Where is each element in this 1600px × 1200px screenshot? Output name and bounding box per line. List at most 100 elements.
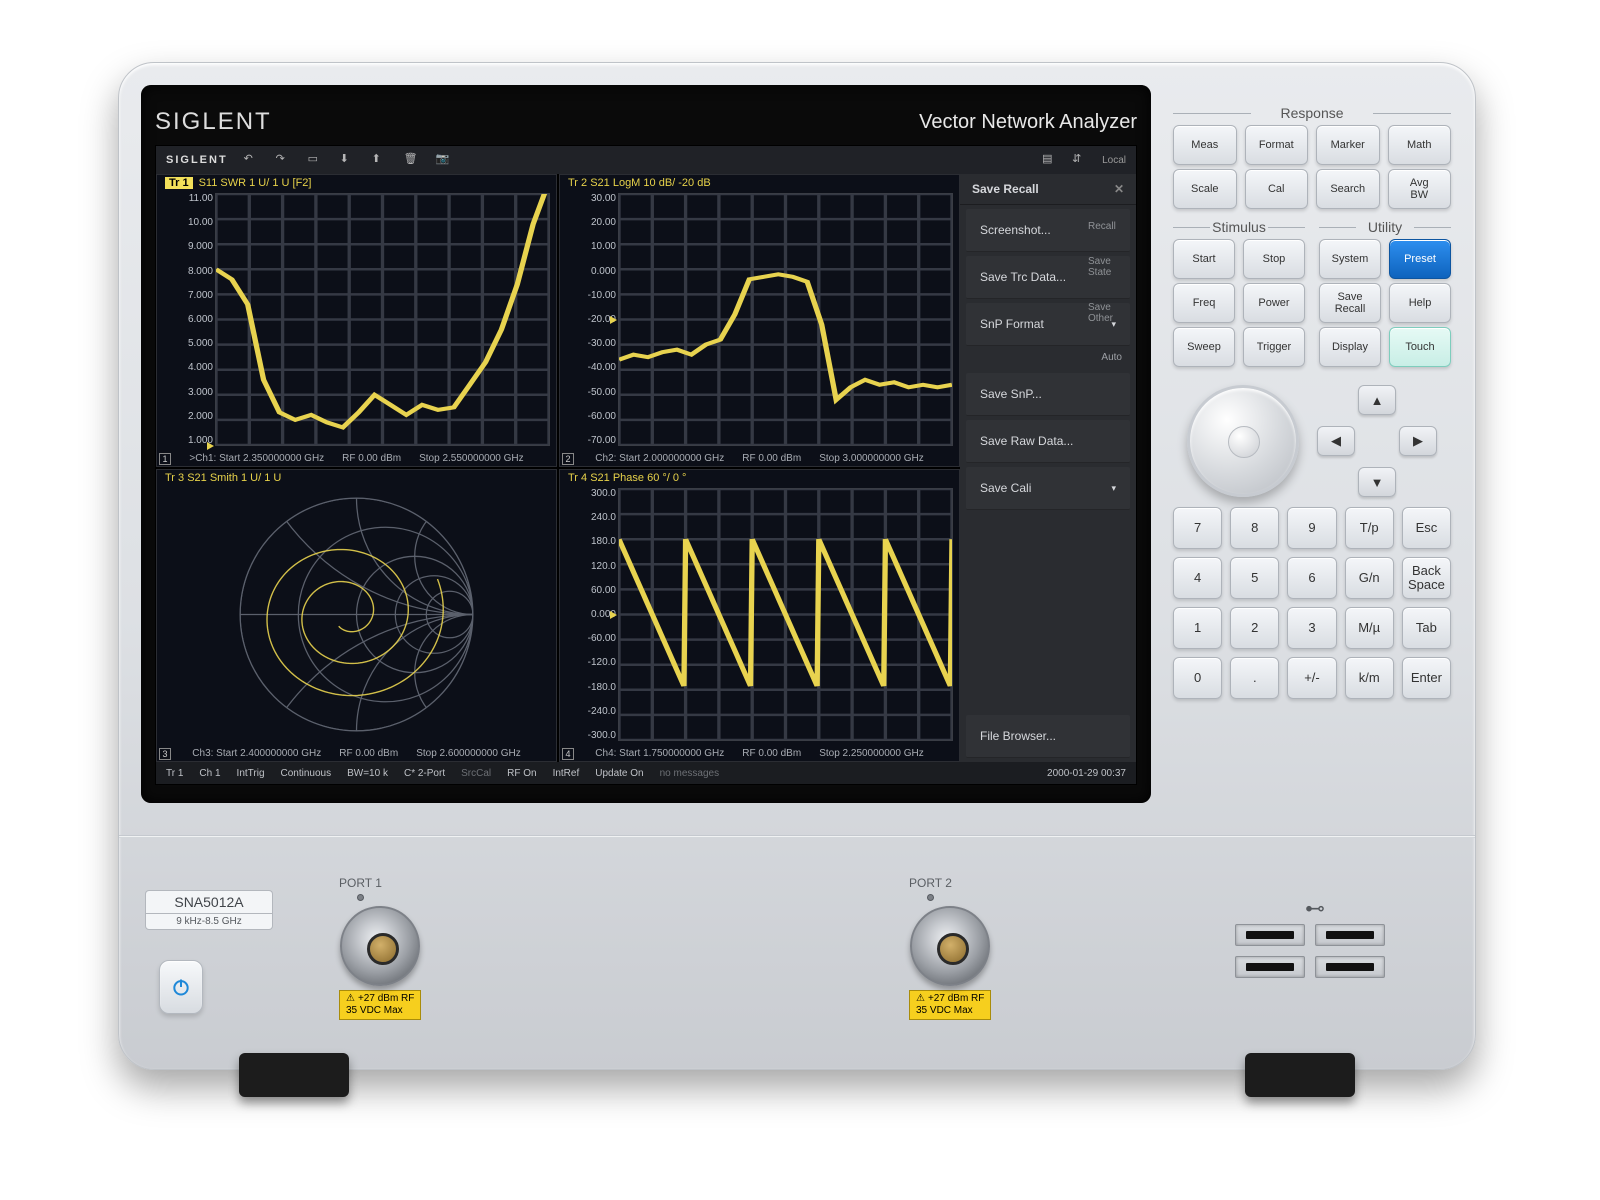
usb-ports bbox=[1235, 924, 1385, 978]
layout-icon[interactable]: ▤ bbox=[1042, 152, 1058, 168]
usb-port[interactable] bbox=[1315, 956, 1385, 978]
key-format[interactable]: Format bbox=[1245, 125, 1309, 165]
pane-tr1-title: Tr 1S11 SWR 1 U/ 1 U [F2] bbox=[165, 177, 311, 189]
key-touch[interactable]: Touch bbox=[1389, 327, 1451, 367]
usb-port[interactable] bbox=[1315, 924, 1385, 946]
key-avg-bw[interactable]: Avg BW bbox=[1388, 169, 1452, 209]
sm-save-snp[interactable]: Save SnP... bbox=[966, 373, 1130, 416]
lcd-screen: SIGLENT ↶ ↷ ▭ ⬇ ⬆ 🗑 📷 ▤ ⇵ Local bbox=[155, 145, 1137, 785]
key-k-m[interactable]: k/m bbox=[1345, 657, 1394, 699]
upload-icon[interactable]: ⬆ bbox=[372, 152, 388, 168]
nav-left-button[interactable]: ◀ bbox=[1317, 426, 1355, 456]
key-display[interactable]: Display bbox=[1319, 327, 1381, 367]
front-panel: SNA5012A 9 kHz-8.5 GHz PORT 1 ⚠+27 dBm R… bbox=[119, 835, 1475, 1033]
section-utility: Utility bbox=[1319, 219, 1451, 235]
nav-up-button[interactable]: ▲ bbox=[1358, 385, 1396, 415]
undo-icon[interactable]: ↶ bbox=[244, 152, 260, 168]
key-help[interactable]: Help bbox=[1389, 283, 1451, 323]
key-enter[interactable]: Enter bbox=[1402, 657, 1451, 699]
port2-label: PORT 2 bbox=[909, 876, 952, 907]
sm-snp-value: Auto bbox=[960, 350, 1136, 369]
key-tab[interactable]: Tab bbox=[1402, 607, 1451, 649]
dpad: ▲ ▼ ◀ ▶ bbox=[1317, 385, 1437, 497]
pane-tr4-title: Tr 4 S21 Phase 60 °/ 0 ° bbox=[568, 472, 686, 484]
local-label: Local bbox=[1102, 155, 1126, 166]
pane-tr3[interactable]: Tr 3 S21 Smith 1 U/ 1 U Ch3: Start 2.400… bbox=[156, 469, 557, 762]
device-label: Vector Network Analyzer bbox=[919, 111, 1137, 134]
side-softmenu: Save Recall✕ Screenshot... Save Trc Data… bbox=[960, 174, 1136, 762]
usb-port[interactable] bbox=[1235, 956, 1305, 978]
plot-grid: Tr 1S11 SWR 1 U/ 1 U [F2] 11.0010.009.00… bbox=[156, 174, 960, 762]
pane-tr1[interactable]: Tr 1S11 SWR 1 U/ 1 U [F2] 11.0010.009.00… bbox=[156, 174, 557, 467]
section-response: Response bbox=[1173, 105, 1451, 121]
key-m-[interactable]: M/µ bbox=[1345, 607, 1394, 649]
camera-icon[interactable]: 📷 bbox=[436, 152, 452, 168]
key-7[interactable]: 7 bbox=[1173, 507, 1222, 549]
key-start[interactable]: Start bbox=[1173, 239, 1235, 279]
key-3[interactable]: 3 bbox=[1287, 607, 1336, 649]
key-esc[interactable]: Esc bbox=[1402, 507, 1451, 549]
model-badge: SNA5012A 9 kHz-8.5 GHz bbox=[145, 890, 273, 930]
key-cal[interactable]: Cal bbox=[1245, 169, 1309, 209]
key-8[interactable]: 8 bbox=[1230, 507, 1279, 549]
power-button[interactable] bbox=[159, 960, 203, 1014]
sm-file-browser[interactable]: File Browser... bbox=[966, 715, 1130, 758]
key-panel: Response MeasFormatMarkerMath ScaleCalSea… bbox=[1173, 99, 1451, 699]
sm-save-raw[interactable]: Save Raw Data... bbox=[966, 420, 1130, 463]
key-g-n[interactable]: G/n bbox=[1345, 557, 1394, 599]
status-bar: Tr 1Ch 1IntTrigContinuousBW=10 kC* 2-Por… bbox=[156, 762, 1136, 784]
port1-label: PORT 1 bbox=[339, 876, 382, 907]
key-preset[interactable]: Preset bbox=[1389, 239, 1451, 279]
screen-bezel: SIGLENT Vector Network Analyzer SIGLENT … bbox=[141, 85, 1151, 803]
screen-toolbar: SIGLENT ↶ ↷ ▭ ⬇ ⬆ 🗑 📷 ▤ ⇵ Local bbox=[156, 146, 1136, 174]
key-4[interactable]: 4 bbox=[1173, 557, 1222, 599]
key-t-p[interactable]: T/p bbox=[1345, 507, 1394, 549]
sidemenu-title: Save Recall bbox=[972, 182, 1039, 196]
window-icon[interactable]: ▭ bbox=[308, 152, 324, 168]
close-icon[interactable]: ✕ bbox=[1114, 182, 1124, 196]
foot-right bbox=[1245, 1053, 1355, 1097]
port2[interactable]: ⚠+27 dBm RF35 VDC Max bbox=[909, 906, 991, 1020]
key-scale[interactable]: Scale bbox=[1173, 169, 1237, 209]
key-system[interactable]: System bbox=[1319, 239, 1381, 279]
key-search[interactable]: Search bbox=[1316, 169, 1380, 209]
key--[interactable]: +/- bbox=[1287, 657, 1336, 699]
numeric-keypad: 789T/pEsc 456G/nBack Space 123M/µTab 0.+/-k… bbox=[1173, 507, 1451, 699]
key--[interactable]: . bbox=[1230, 657, 1279, 699]
key-2[interactable]: 2 bbox=[1230, 607, 1279, 649]
key-power[interactable]: Power bbox=[1243, 283, 1305, 323]
key-0[interactable]: 0 bbox=[1173, 657, 1222, 699]
key-math[interactable]: Math bbox=[1388, 125, 1452, 165]
delete-icon[interactable]: 🗑 bbox=[404, 152, 420, 168]
brand-logo: SIGLENT bbox=[155, 108, 272, 136]
sm-save-cali[interactable]: Save Cali▾ bbox=[966, 467, 1130, 510]
usb-icon: ⊷ bbox=[1305, 896, 1325, 921]
usb-port[interactable] bbox=[1235, 924, 1305, 946]
pane-tr2[interactable]: Tr 2 S21 LogM 10 dB/ -20 dB 30.0020.0010… bbox=[559, 174, 960, 467]
key-save-recall[interactable]: Save Recall bbox=[1319, 283, 1381, 323]
nav-right-button[interactable]: ▶ bbox=[1399, 426, 1437, 456]
pane-tr4[interactable]: Tr 4 S21 Phase 60 °/ 0 ° 300.0240.0180.0… bbox=[559, 469, 960, 762]
key-5[interactable]: 5 bbox=[1230, 557, 1279, 599]
foot-left bbox=[239, 1053, 349, 1097]
toolbar-brand: SIGLENT bbox=[166, 154, 228, 166]
port1[interactable]: ⚠+27 dBm RF35 VDC Max bbox=[339, 906, 421, 1020]
redo-icon[interactable]: ↷ bbox=[276, 152, 292, 168]
download-icon[interactable]: ⬇ bbox=[340, 152, 356, 168]
nav-down-button[interactable]: ▼ bbox=[1358, 467, 1396, 497]
key-sweep[interactable]: Sweep bbox=[1173, 327, 1235, 367]
key-9[interactable]: 9 bbox=[1287, 507, 1336, 549]
key-freq[interactable]: Freq bbox=[1173, 283, 1235, 323]
section-stimulus: Stimulus bbox=[1173, 219, 1305, 235]
key-meas[interactable]: Meas bbox=[1173, 125, 1237, 165]
instrument-chassis: SIGLENT Vector Network Analyzer SIGLENT … bbox=[118, 62, 1476, 1070]
key-trigger[interactable]: Trigger bbox=[1243, 327, 1305, 367]
key-marker[interactable]: Marker bbox=[1316, 125, 1380, 165]
pane-tr2-title: Tr 2 S21 LogM 10 dB/ -20 dB bbox=[568, 177, 711, 189]
rotary-knob[interactable] bbox=[1187, 385, 1299, 497]
key-1[interactable]: 1 bbox=[1173, 607, 1222, 649]
link-icon[interactable]: ⇵ bbox=[1072, 152, 1088, 168]
key-back-space[interactable]: Back Space bbox=[1402, 557, 1451, 599]
key-stop[interactable]: Stop bbox=[1243, 239, 1305, 279]
key-6[interactable]: 6 bbox=[1287, 557, 1336, 599]
